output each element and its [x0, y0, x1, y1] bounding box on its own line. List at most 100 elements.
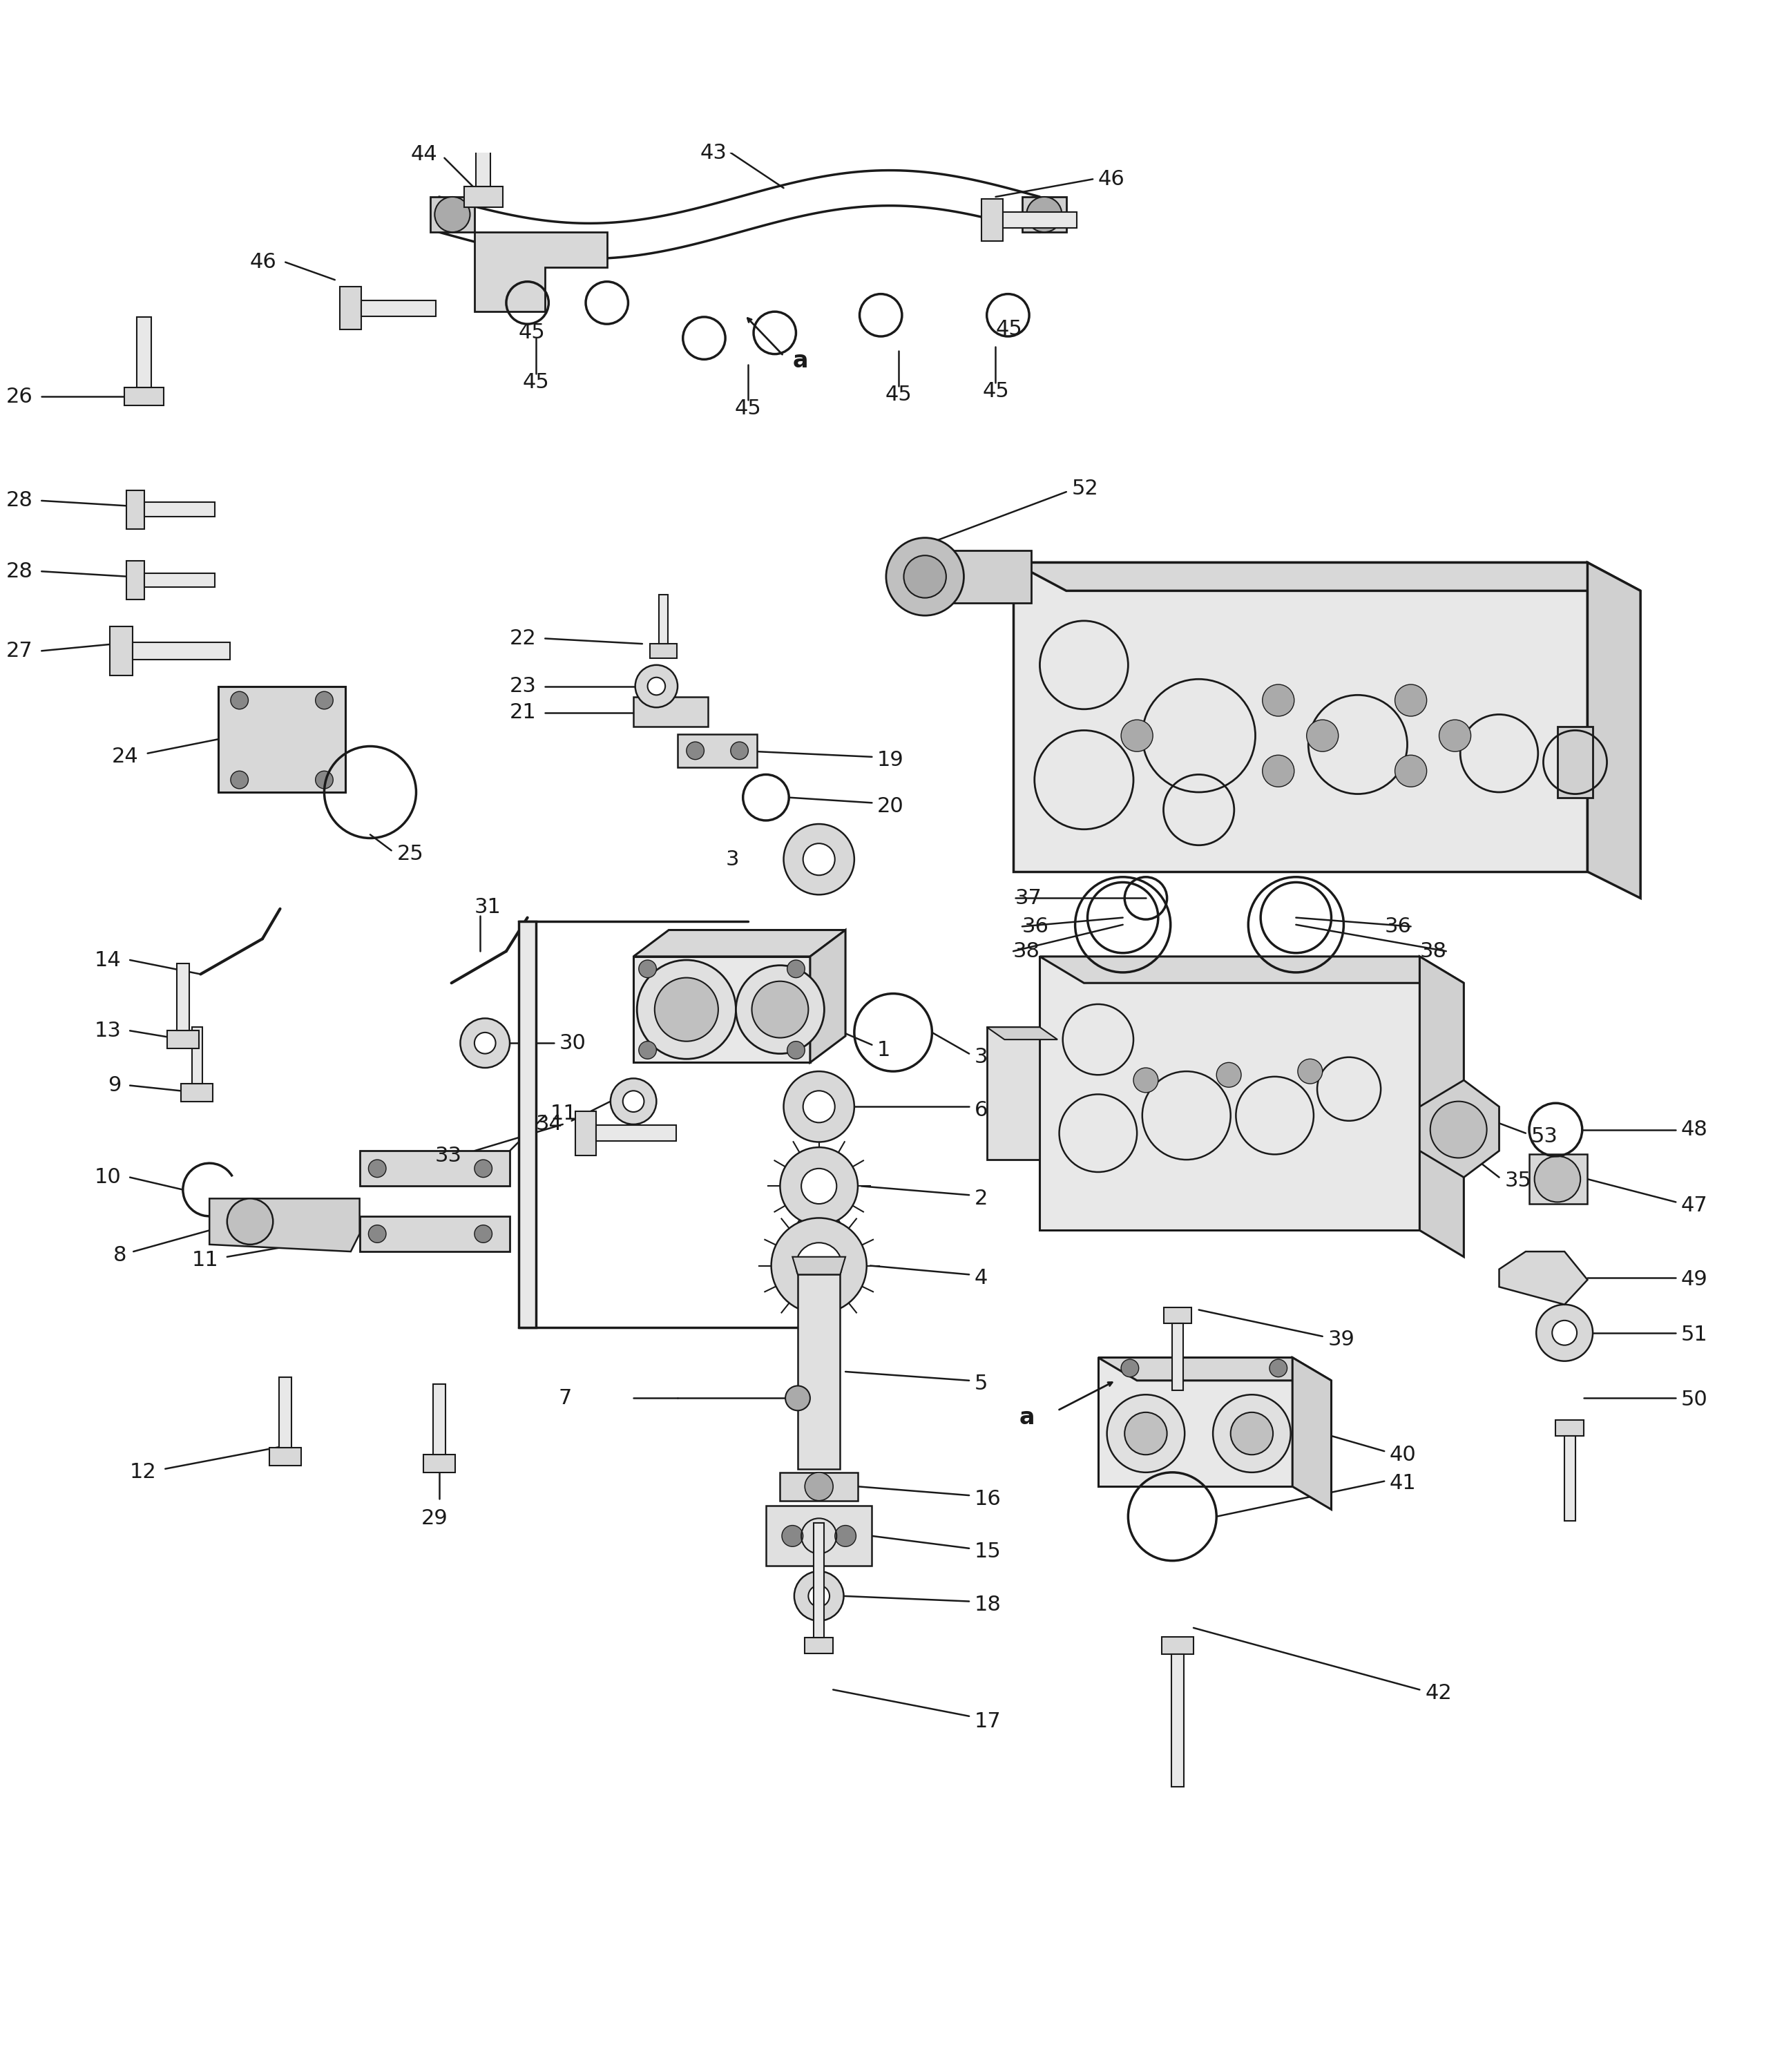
- Text: 7: 7: [558, 1388, 571, 1409]
- Circle shape: [1551, 1320, 1576, 1345]
- Polygon shape: [1097, 1357, 1293, 1486]
- Circle shape: [805, 1473, 833, 1500]
- Polygon shape: [574, 1111, 596, 1156]
- Bar: [360, 1216, 511, 1251]
- Polygon shape: [191, 1028, 202, 1084]
- Circle shape: [886, 539, 965, 615]
- Polygon shape: [167, 1030, 199, 1048]
- Polygon shape: [660, 595, 668, 644]
- Text: 28: 28: [5, 562, 32, 582]
- Circle shape: [782, 1525, 803, 1546]
- Polygon shape: [814, 1523, 824, 1637]
- Text: 13: 13: [94, 1021, 121, 1040]
- Polygon shape: [1557, 727, 1592, 798]
- Circle shape: [1262, 754, 1294, 787]
- Circle shape: [796, 1243, 842, 1289]
- Text: 39: 39: [1328, 1330, 1355, 1349]
- Polygon shape: [1420, 957, 1464, 1258]
- Circle shape: [780, 1148, 858, 1225]
- Text: 10: 10: [94, 1167, 121, 1187]
- Circle shape: [654, 978, 718, 1042]
- Circle shape: [1213, 1394, 1291, 1473]
- Circle shape: [475, 1032, 496, 1055]
- Text: 45: 45: [734, 398, 762, 419]
- Text: 25: 25: [397, 843, 424, 864]
- Circle shape: [610, 1077, 656, 1125]
- Circle shape: [835, 1525, 856, 1546]
- Circle shape: [475, 1225, 493, 1243]
- Polygon shape: [1564, 1436, 1574, 1521]
- Circle shape: [686, 742, 704, 760]
- Polygon shape: [340, 286, 362, 329]
- Bar: [1528, 1154, 1587, 1204]
- Text: a: a: [1019, 1407, 1034, 1430]
- Text: 29: 29: [422, 1508, 449, 1529]
- Circle shape: [369, 1225, 387, 1243]
- Circle shape: [316, 692, 333, 709]
- Text: 46: 46: [250, 253, 277, 271]
- Circle shape: [904, 555, 947, 599]
- Text: 45: 45: [523, 373, 550, 392]
- Circle shape: [1121, 719, 1152, 752]
- Circle shape: [794, 1571, 844, 1620]
- Polygon shape: [1420, 1080, 1500, 1177]
- Circle shape: [1307, 719, 1339, 752]
- Polygon shape: [424, 1455, 456, 1473]
- Polygon shape: [633, 930, 846, 957]
- Circle shape: [230, 692, 248, 709]
- Text: 34: 34: [535, 1115, 562, 1133]
- Circle shape: [1262, 684, 1294, 717]
- Text: 45: 45: [996, 319, 1023, 340]
- Text: 1: 1: [878, 1040, 890, 1061]
- Circle shape: [637, 959, 736, 1059]
- Circle shape: [461, 1017, 511, 1067]
- Polygon shape: [465, 186, 504, 207]
- Polygon shape: [1039, 957, 1420, 1231]
- Text: 14: 14: [94, 951, 121, 970]
- Polygon shape: [988, 1028, 1057, 1040]
- Text: 11: 11: [550, 1104, 578, 1123]
- Circle shape: [803, 843, 835, 874]
- Bar: [677, 733, 757, 767]
- Polygon shape: [1004, 211, 1076, 228]
- Text: 40: 40: [1390, 1444, 1417, 1465]
- Circle shape: [230, 771, 248, 789]
- Polygon shape: [269, 1448, 301, 1465]
- Text: 17: 17: [975, 1711, 1002, 1732]
- Bar: [766, 1506, 872, 1566]
- Circle shape: [803, 1090, 835, 1123]
- Circle shape: [227, 1198, 273, 1245]
- Text: 5: 5: [975, 1374, 988, 1394]
- Text: 12: 12: [129, 1463, 156, 1481]
- Circle shape: [787, 1042, 805, 1059]
- Polygon shape: [633, 957, 810, 1063]
- Polygon shape: [1172, 1653, 1184, 1786]
- Circle shape: [808, 1585, 830, 1606]
- Polygon shape: [1014, 562, 1640, 591]
- Polygon shape: [793, 1258, 846, 1274]
- Polygon shape: [144, 574, 215, 586]
- Text: 18: 18: [975, 1595, 1002, 1614]
- Polygon shape: [137, 317, 151, 387]
- Circle shape: [752, 982, 808, 1038]
- Circle shape: [787, 959, 805, 978]
- Polygon shape: [126, 562, 144, 599]
- Polygon shape: [1039, 957, 1464, 982]
- Circle shape: [771, 1218, 867, 1314]
- Circle shape: [1106, 1394, 1184, 1473]
- Polygon shape: [1587, 562, 1640, 897]
- Text: 52: 52: [1071, 479, 1097, 499]
- Circle shape: [1027, 197, 1062, 232]
- Bar: [431, 197, 475, 232]
- Polygon shape: [278, 1378, 291, 1448]
- Polygon shape: [1163, 1307, 1191, 1324]
- Circle shape: [369, 1160, 387, 1177]
- Bar: [633, 696, 707, 727]
- Polygon shape: [475, 232, 606, 311]
- Polygon shape: [805, 1637, 833, 1653]
- Circle shape: [638, 1042, 656, 1059]
- Text: 38: 38: [1012, 941, 1039, 961]
- Text: 50: 50: [1681, 1390, 1707, 1409]
- Polygon shape: [596, 1125, 676, 1142]
- Polygon shape: [810, 930, 846, 1063]
